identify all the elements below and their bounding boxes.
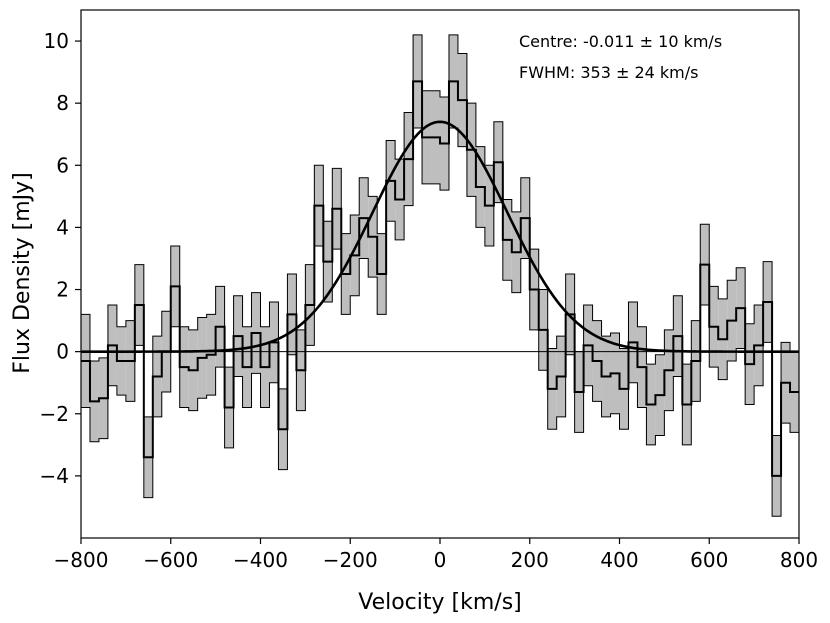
x-tick-label: 400: [600, 548, 638, 572]
centre-annotation: Centre: -0.011 ± 10 km/s: [519, 32, 722, 51]
error-band-lower-edge: [81, 127, 799, 517]
error-band-upper-edge: [81, 34, 799, 437]
y-axis-label: Flux Density [mJy]: [10, 172, 35, 373]
fwhm-annotation: FWHM: 353 ± 24 km/s: [519, 63, 698, 82]
x-tick-label: −800: [54, 548, 109, 572]
x-axis-label: Velocity [km/s]: [358, 590, 522, 615]
y-tick-label: 6: [56, 153, 69, 177]
y-axis-ticks: −4 −2 0 2 4 6 8 10: [40, 29, 81, 488]
plot-frame: [80, 9, 800, 539]
gaussian-fit-curve: [81, 120, 799, 353]
y-tick-label: 8: [56, 91, 69, 115]
y-tick-label: −4: [40, 464, 69, 488]
x-tick-label: 0: [434, 548, 447, 572]
y-tick-label: 4: [56, 215, 69, 239]
x-tick-label: −400: [233, 548, 288, 572]
x-axis-ticks: −800 −600 −400 −200 0 200 400 600 800: [54, 538, 818, 572]
y-tick-label: 2: [56, 278, 69, 302]
x-tick-label: 600: [690, 548, 728, 572]
y-tick-label: 10: [44, 29, 69, 53]
x-tick-label: −600: [143, 548, 198, 572]
error-band: [81, 34, 799, 517]
x-tick-label: 200: [511, 548, 549, 572]
y-tick-label: −2: [40, 402, 69, 426]
spectrum-step-line: [81, 80, 799, 477]
y-tick-label: 0: [56, 340, 69, 364]
x-tick-label: 800: [780, 548, 818, 572]
x-tick-label: −200: [323, 548, 378, 572]
